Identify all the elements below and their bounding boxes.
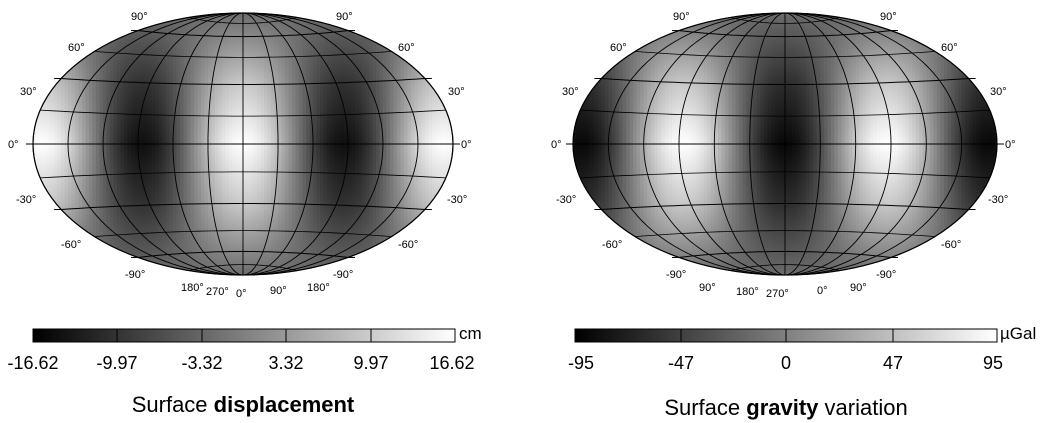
displacement-graticule [26, 12, 460, 276]
lon-label-180: 180° [736, 286, 759, 298]
displacement-caption: Surface displacement [132, 392, 355, 417]
lat-label-0-right: 0° [1005, 139, 1016, 151]
meridian-line [643, 12, 786, 276]
lat-label-0-right: 0° [461, 139, 472, 151]
meridian-line [242, 12, 314, 276]
panel-gravity: 90° 90° 60° 60° 30° 30° 0° 0° -30° -30° … [551, 11, 1036, 420]
lat-label-90-left: 90° [673, 11, 690, 23]
displacement-lat-labels: 90° 90° 60° 60° 30° 30° 0° 0° -30° -30° … [8, 11, 472, 281]
lat-label-30-right: 30° [990, 86, 1007, 98]
gravity-colorbar: µGal -95 -47 0 47 95 [568, 324, 1036, 373]
lat-label-minus30-right: -30° [447, 194, 467, 206]
lat-label-0-left: 0° [8, 139, 19, 151]
displacement-colorbar-ramp [32, 328, 456, 343]
gravity-lat-labels: 90° 90° 60° 60° 30° 30° 0° 0° -30° -30° … [551, 11, 1016, 281]
displacement-colorbar: cm -16.62 -9.97 -3.32 3.32 9.97 16.62 [7, 324, 481, 373]
meridian-line [784, 12, 857, 276]
gravity-colorbar-tick-label: 47 [883, 353, 903, 373]
displacement-colorbar-tick-label: 16.62 [429, 353, 474, 373]
meridian-line [784, 12, 963, 276]
lon-label-270: 270° [206, 286, 229, 298]
gravity-caption-tail: variation [818, 395, 907, 420]
meridian-line [242, 12, 384, 276]
lon-label-0: 0° [817, 285, 828, 297]
meridian-line [784, 12, 927, 276]
displacement-colorbar-ticks [116, 329, 372, 342]
lat-label-90-right: 90° [880, 11, 897, 23]
meridian-line [713, 12, 786, 276]
gravity-colorbar-tick-label: 0 [781, 353, 791, 373]
gravity-caption-normal: Surface [664, 395, 746, 420]
lon-label-90: 90° [270, 285, 287, 297]
lat-label-90-left: 90° [131, 11, 148, 23]
lat-label-60-right: 60° [398, 42, 415, 54]
meridian-line [242, 12, 419, 276]
displacement-colorbar-tick-label: 9.97 [353, 353, 388, 373]
displacement-caption-normal: Surface [132, 392, 214, 417]
lat-label-minus90-right: -90° [333, 269, 353, 281]
lat-label-minus90-left: -90° [125, 269, 145, 281]
lat-label-60-left: 60° [610, 42, 627, 54]
meridian-line [172, 12, 244, 276]
lon-label-0: 0° [236, 288, 247, 300]
displacement-colorbar-tick-label: 3.32 [268, 353, 303, 373]
lat-label-minus30-right: -30° [988, 194, 1008, 206]
gravity-colorbar-tick-label: 95 [983, 353, 1003, 373]
lat-label-minus90-left: -90° [666, 269, 686, 281]
meridian-line [784, 12, 892, 276]
lon-label-270: 270° [766, 288, 789, 300]
lon-label-90-a: 90° [699, 282, 716, 294]
gravity-lon-labels: 90° 180° 270° 0° 90° [699, 282, 867, 300]
gravity-colorbar-tick-label: -47 [668, 353, 694, 373]
lat-label-0-left: 0° [551, 139, 562, 151]
meridian-line [784, 12, 821, 276]
panel-displacement: 90° 90° 60° 60° 30° 30° 0° 0° -30° -30° … [7, 11, 481, 417]
lat-label-30-right: 30° [448, 86, 465, 98]
displacement-colorbar-tick-label: -9.97 [96, 353, 137, 373]
meridian-line [607, 12, 786, 276]
meridian-line [678, 12, 786, 276]
lat-label-minus60-right: -60° [398, 239, 418, 251]
meridian-line [102, 12, 244, 276]
lat-label-60-left: 60° [68, 42, 85, 54]
displacement-colorbar-unit: cm [459, 324, 482, 343]
meridian-line [242, 12, 349, 276]
meridian-line [137, 12, 244, 276]
gravity-graticule [566, 12, 1004, 276]
lat-label-minus90-right: -90° [876, 269, 896, 281]
gravity-colorbar-unit: µGal [1000, 324, 1036, 343]
displacement-colorbar-tick-label: -16.62 [7, 353, 58, 373]
lat-label-30-left: 30° [20, 86, 37, 98]
lat-label-30-left: 30° [562, 86, 579, 98]
gravity-colorbar-ticks [680, 329, 894, 342]
meridian-line [749, 12, 786, 276]
lat-label-minus60-left: -60° [61, 239, 81, 251]
lat-label-minus60-right: -60° [941, 239, 961, 251]
gravity-colorbar-tick-label: -95 [568, 353, 594, 373]
gravity-caption: Surface gravity variation [664, 395, 907, 420]
meridian-line [67, 12, 244, 276]
displacement-colorbar-tick-label: -3.32 [181, 353, 222, 373]
lon-label-180-a: 180° [181, 282, 204, 294]
displacement-caption-bold: displacement [214, 392, 355, 417]
meridian-line [242, 12, 279, 276]
meridian-line [207, 12, 244, 276]
lat-label-minus30-left: -30° [556, 194, 576, 206]
lon-label-90-b: 90° [850, 282, 867, 294]
lat-label-minus30-left: -30° [16, 194, 36, 206]
lon-label-180-b: 180° [307, 282, 330, 294]
gravity-caption-bold: gravity [746, 395, 819, 420]
lat-label-90-right: 90° [336, 11, 353, 23]
displacement-lon-labels: 180° 270° 0° 90° 180° [181, 282, 330, 300]
lat-label-60-right: 60° [941, 42, 958, 54]
lat-label-minus60-left: -60° [602, 239, 622, 251]
